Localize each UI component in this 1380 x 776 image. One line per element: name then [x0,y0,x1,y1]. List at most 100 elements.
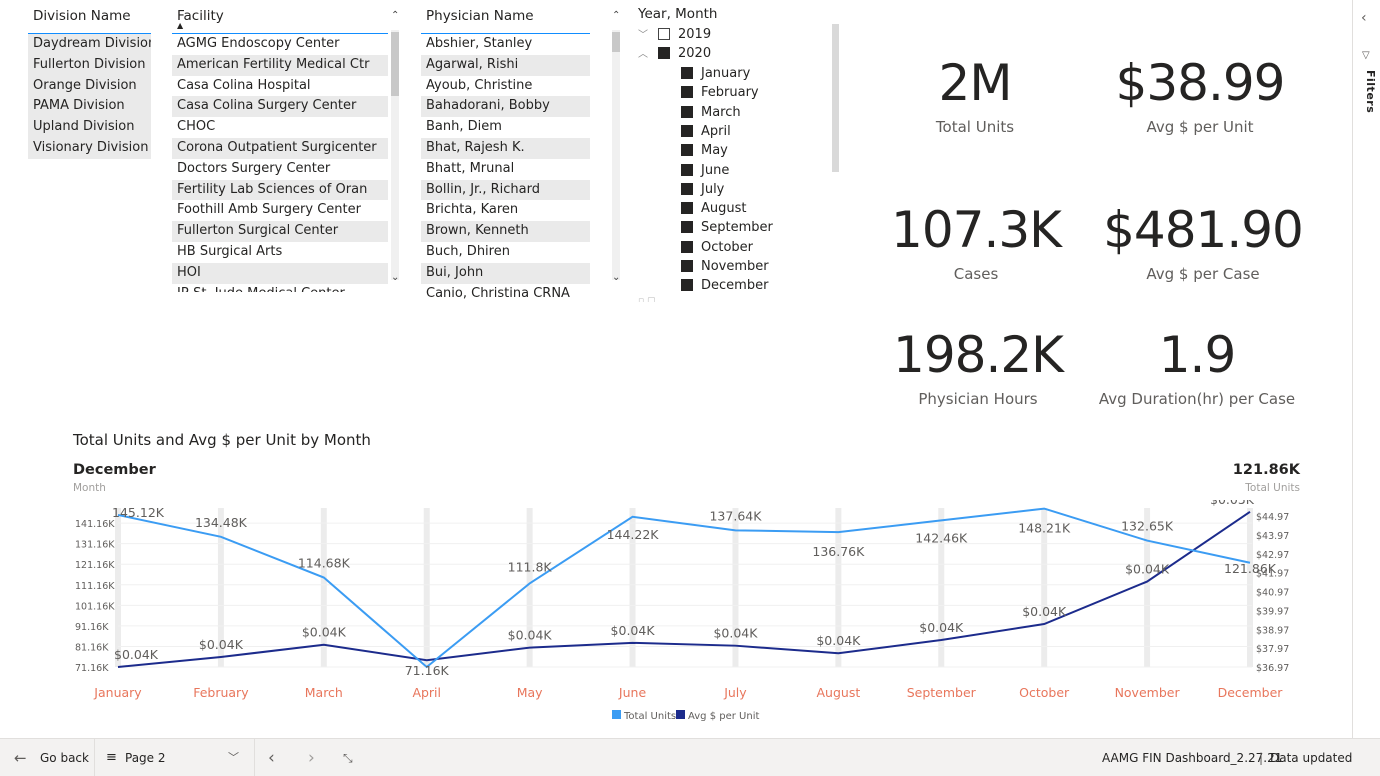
tree-month-june[interactable]: June [681,163,729,178]
tree-month-september[interactable]: September [681,220,773,235]
slicer-item[interactable]: Bollin, Jr., Richard [421,179,590,201]
slicer-item[interactable]: Orange Division [28,75,151,97]
slicer-item[interactable]: Brown, Kenneth [421,221,590,242]
yearmonth-scrollbar[interactable] [832,24,839,172]
month-checkbox[interactable] [681,260,693,272]
slicer-item[interactable]: Upland Division [28,117,151,138]
arrow-left-icon[interactable]: ← [14,749,27,767]
month-checkbox[interactable] [681,182,693,195]
facility-scrollbar[interactable] [391,30,399,280]
x-axis-label: September [907,685,977,700]
slicer-item[interactable]: Fertility Lab Sciences of Oran [172,179,388,201]
slicer-item[interactable]: Brichta, Karen [426,202,519,218]
month-checkbox[interactable] [681,279,693,292]
data-label-avg-per-unit: $0.04K [508,628,553,643]
month-checkbox[interactable] [681,144,693,157]
slicer-item[interactable]: Corona Outpatient Surgicenter [172,137,388,159]
series-line-total-units [117,507,1251,669]
month-label: February [701,85,759,101]
slicer-item[interactable]: Agarwal, Rishi [421,54,590,76]
go-back-button[interactable]: Go back [40,751,89,765]
slicer-item[interactable]: HOI [172,262,388,284]
tree-month-november[interactable]: November [681,259,769,274]
scroll-up-icon[interactable]: ⌃ [391,10,400,21]
slicer-item[interactable]: Bahadorani, Bobby [421,96,590,118]
tree-month-october[interactable]: October [681,240,753,255]
year-2020-checkbox[interactable] [658,47,670,59]
slicer-item[interactable]: Bui, John [421,262,590,284]
filters-pane[interactable]: ‹ ▽ Filters [1352,0,1380,738]
slicer-item[interactable]: Casa Colina Surgery Center [172,96,388,118]
slicer-item[interactable]: Bhatt, Mrunal [426,160,515,176]
slicer-item[interactable]: Ayoub, Christine [426,77,533,93]
slicer-item[interactable]: Abshier, Stanley [426,36,533,51]
facility-scroll-thumb[interactable] [391,32,399,96]
slicer-item[interactable]: Daydream Division [28,34,151,55]
tree-month-january[interactable]: January [681,66,750,81]
slicer-item[interactable]: Fullerton Division [28,54,151,76]
scroll-down-icon[interactable]: ⌄ [612,272,621,283]
tree-month-march[interactable]: March [681,105,741,120]
next-page-icon[interactable]: › [308,748,315,768]
month-checkbox[interactable] [681,86,693,99]
x-axis-label: August [816,685,860,700]
slicer-item[interactable]: Casa Colina Hospital [177,77,311,93]
page-selector[interactable]: Page 2 [125,751,166,765]
chevron-left-icon[interactable]: ‹ [1361,10,1367,26]
month-checkbox[interactable] [681,163,693,176]
chevron-up-icon[interactable]: ︿ [638,49,648,60]
kpi-avg-per-unit: $38.99 Avg $ per Unit [1090,58,1310,136]
filters-label[interactable]: Filters [1364,70,1377,114]
left-axis-tick: 71.16K [75,663,109,674]
month-checkbox[interactable] [681,105,693,118]
chevron-down-icon[interactable]: ﹀ [228,751,239,764]
year-2019-checkbox[interactable] [658,28,670,40]
facility-slicer-header: Facility [177,8,224,24]
physician-scrollbar[interactable] [612,30,620,280]
tooltip-units-label: Total Units [1245,482,1300,494]
month-label: November [701,259,769,274]
month-checkbox[interactable] [681,240,693,253]
kpi-physician-hours: 198.2K Physician Hours [876,330,1080,408]
slicer-item[interactable]: Doctors Surgery Center [177,160,331,176]
physician-scroll-thumb[interactable] [612,32,620,52]
slicer-item[interactable]: Banh, Diem [426,119,502,135]
slicer-item[interactable]: CHOC [177,119,216,135]
tree-month-april[interactable]: April [681,124,731,139]
sort-ascending-icon[interactable]: ▲ [177,21,184,30]
tree-month-february[interactable]: February [681,85,759,100]
scroll-down-icon[interactable]: ⌄ [391,272,400,283]
month-label: June [701,162,730,178]
line-chart[interactable]: 141.16K 131.16K 121.16K 111.16K 101.16K 91.16… [0,500,1352,732]
data-label-total-units: 145.12K [112,505,165,520]
left-axis-tick: 121.16K [75,560,115,571]
month-label: December [701,278,769,294]
slicer-item[interactable]: Foothill Amb Surgery Center [177,202,361,218]
slicer-item[interactable]: Fullerton Surgical Center [172,221,388,242]
slicer-item[interactable]: American Fertility Medical Ctr [172,54,388,76]
slicer-item[interactable]: IP-St. Jude Medical Center [172,284,388,292]
month-checkbox[interactable] [681,221,693,234]
previous-page-icon[interactable]: ‹ [268,748,275,768]
collapse-icon[interactable]: ⤡ [343,751,353,765]
slicer-item[interactable]: AGMG Endoscopy Center [177,36,340,51]
x-axis-label: July [723,685,747,700]
tree-year-2019[interactable]: ﹀ 2019 [638,26,711,42]
slicer-item[interactable]: HB Surgical Arts [177,243,283,259]
tree-month-may[interactable]: May [681,143,728,158]
slicer-item[interactable]: Bhat, Rajesh K. [421,137,590,159]
month-checkbox[interactable] [681,67,693,79]
tree-month-august[interactable]: August [681,201,747,216]
slicer-item[interactable]: Canio, Christina CRNA [426,285,570,301]
slicer-item[interactable]: Buch, Dhiren [426,243,510,259]
tree-year-2020[interactable]: ︿ 2020 [638,45,711,61]
month-checkbox[interactable] [681,202,693,215]
x-axis-label: February [193,685,249,700]
tree-month-december[interactable]: December [681,278,768,293]
slicer-item[interactable]: Visionary Division [28,137,151,159]
scroll-up-icon[interactable]: ⌃ [612,10,621,21]
month-checkbox[interactable] [681,124,693,137]
tree-month-july[interactable]: July [681,182,724,197]
chevron-down-icon[interactable]: ﹀ [638,30,648,41]
slicer-item[interactable]: PAMA Division [28,96,151,118]
